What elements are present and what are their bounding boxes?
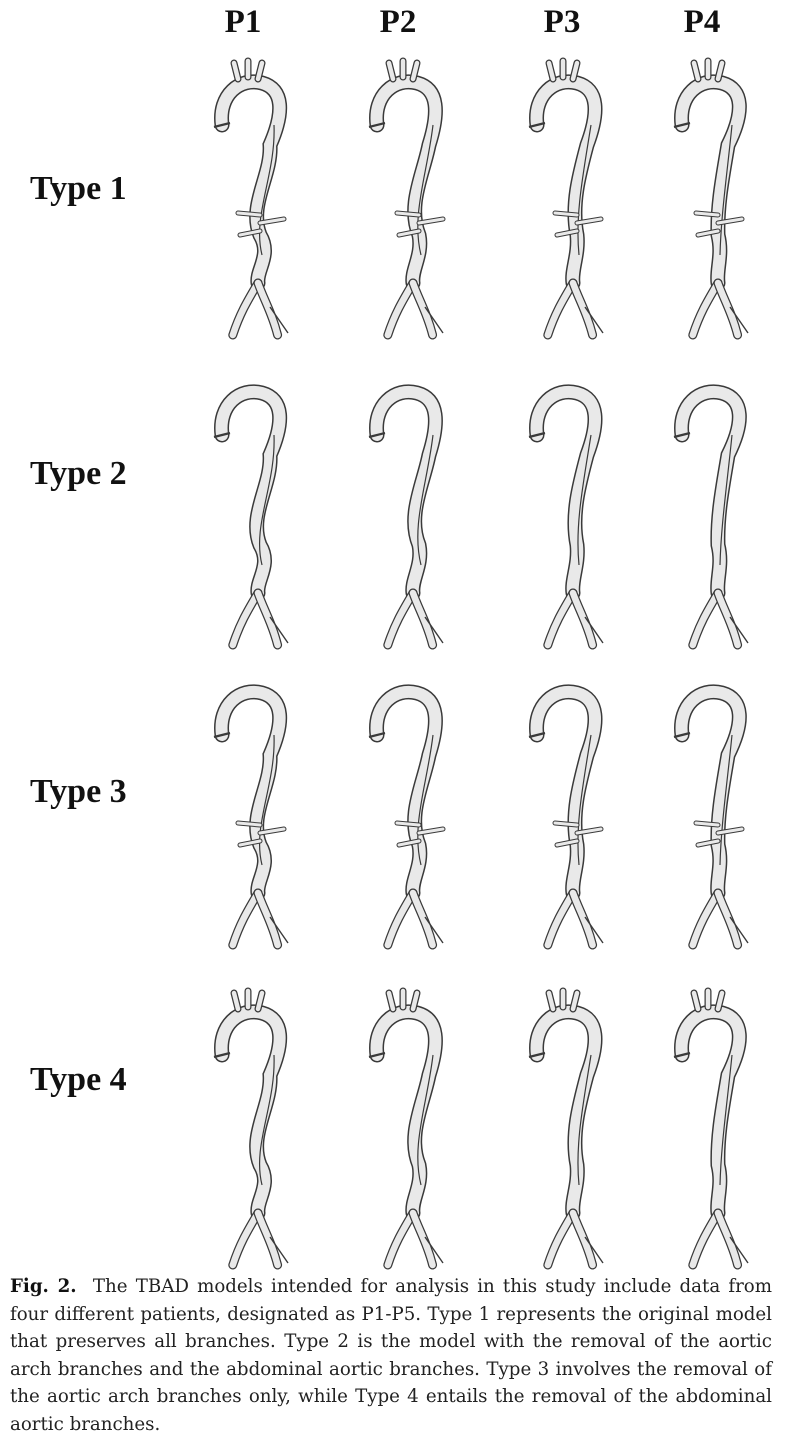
caption-text: The TBAD models intended for analysis in… — [10, 1276, 772, 1435]
aorta-model-type-4-p4 — [673, 987, 749, 1270]
row-label-type-3: Type 3 — [30, 773, 127, 810]
aorta-model-type-1-p4 — [673, 57, 749, 340]
row-label-type-1: Type 1 — [30, 170, 127, 207]
aorta-model-type-4-p3 — [528, 987, 604, 1270]
figure-caption: Fig. 2. The TBAD models intended for ana… — [10, 1273, 772, 1438]
aorta-model-type-3-p4 — [673, 684, 749, 950]
aorta-model-type-1-p2 — [368, 57, 446, 340]
caption-label: Fig. 2. — [10, 1276, 77, 1297]
column-label-p1: P1 — [224, 4, 262, 40]
aorta-model-type-2-p4 — [673, 384, 749, 650]
aorta-model-type-4-p1 — [213, 987, 289, 1270]
row-label-type-4: Type 4 — [30, 1061, 127, 1098]
aorta-model-type-2-p1 — [213, 384, 289, 650]
aorta-model-type-1-p3 — [528, 57, 604, 340]
column-label-p3: P3 — [543, 4, 581, 40]
aorta-model-type-4-p2 — [368, 987, 444, 1270]
aorta-model-type-3-p1 — [213, 684, 289, 950]
aorta-model-type-3-p2 — [368, 684, 446, 950]
aorta-model-type-1-p1 — [213, 57, 289, 340]
column-label-p4: P4 — [683, 4, 721, 40]
aorta-model-type-2-p2 — [368, 384, 444, 650]
aorta-model-type-3-p3 — [528, 684, 604, 950]
figure-grid: P1 P2 P3 P4 Type 1 Type 2 Type 3 Type 4 — [30, 4, 749, 1270]
column-label-p2: P2 — [379, 4, 417, 40]
aorta-model-type-2-p3 — [528, 384, 604, 650]
row-label-type-2: Type 2 — [30, 455, 127, 492]
